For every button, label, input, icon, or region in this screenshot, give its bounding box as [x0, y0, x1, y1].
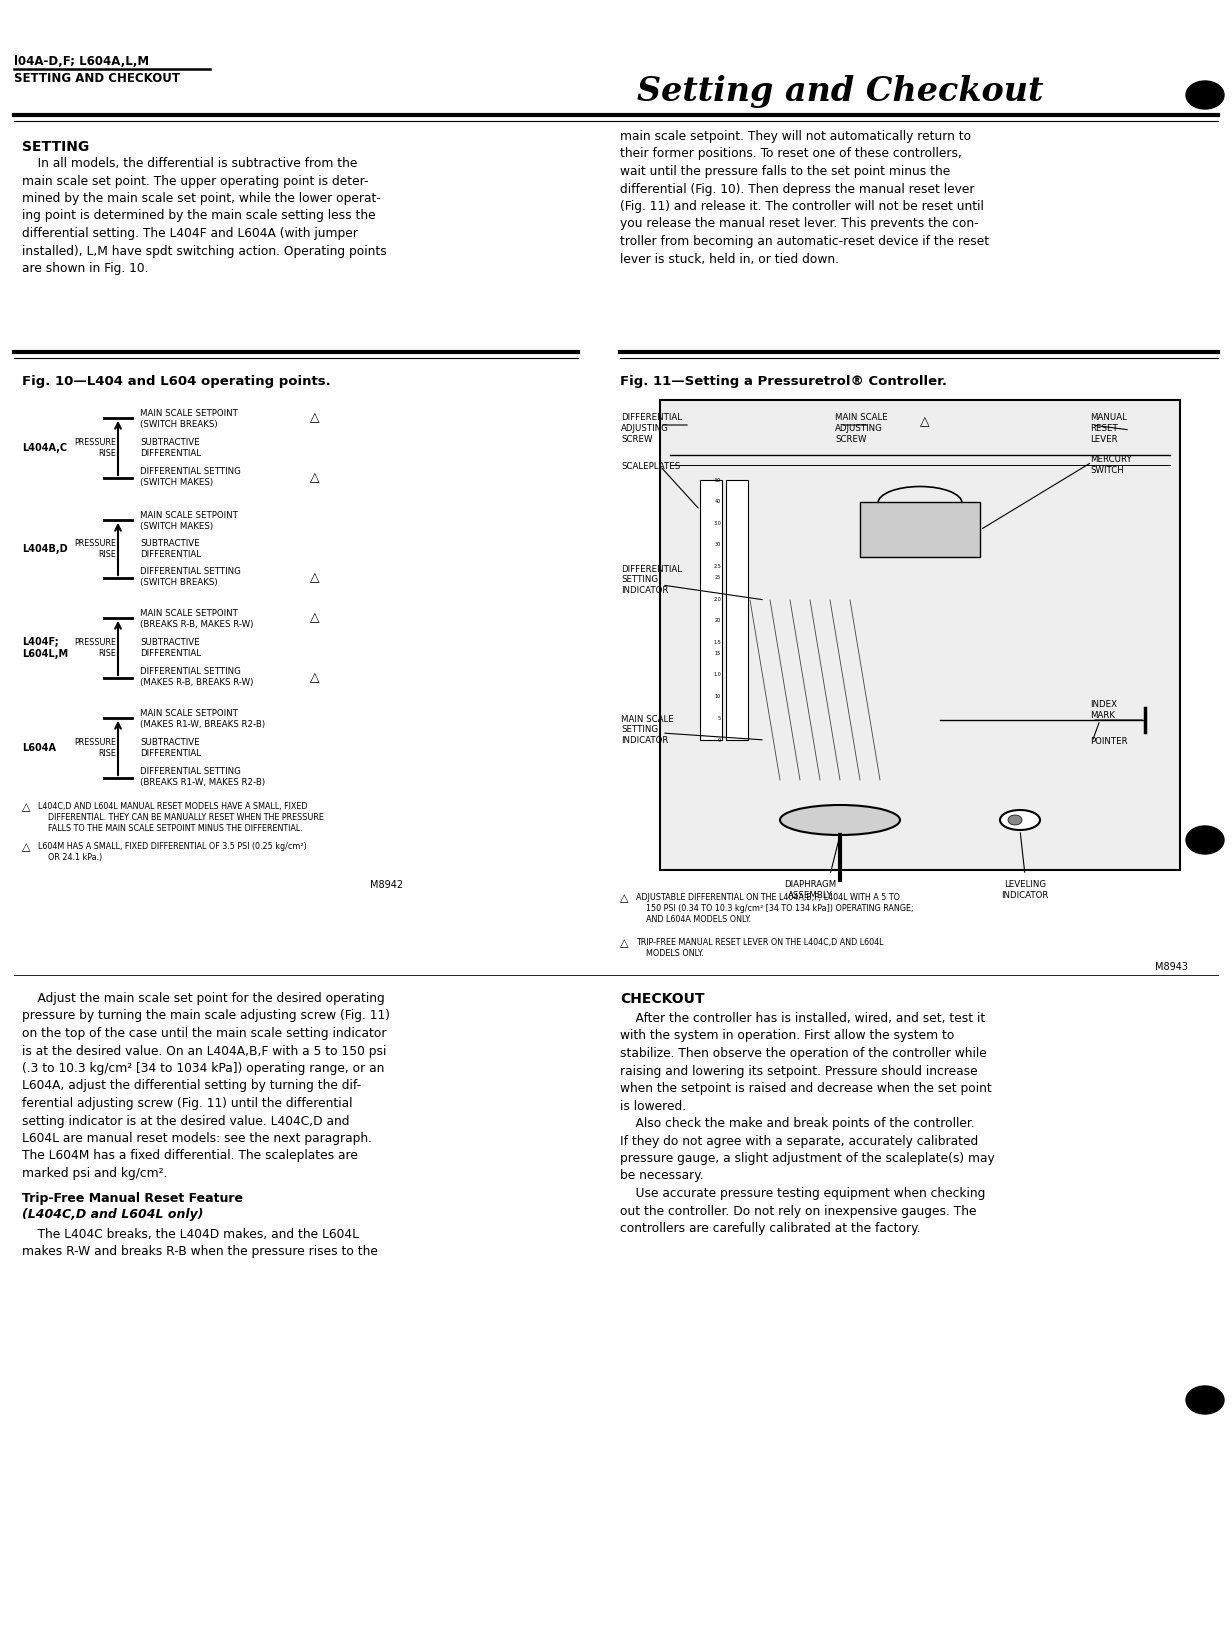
Bar — [700, 481, 722, 740]
Text: DIFFERENTIAL SETTING
(BREAKS R1-W, MAKES R2-B): DIFFERENTIAL SETTING (BREAKS R1-W, MAKES… — [140, 767, 265, 786]
Text: DIFFERENTIAL
ADJUSTING
SCREW: DIFFERENTIAL ADJUSTING SCREW — [621, 413, 683, 443]
Text: Adjust the main scale set point for the desired operating
pressure by turning th: Adjust the main scale set point for the … — [22, 991, 391, 1180]
Text: L404F;
L604L,M: L404F; L604L,M — [22, 638, 68, 659]
Text: M8943: M8943 — [1156, 961, 1188, 971]
Text: L404A,C: L404A,C — [22, 443, 67, 453]
Ellipse shape — [1000, 809, 1040, 829]
Text: △: △ — [310, 611, 319, 624]
Text: Setting and Checkout: Setting and Checkout — [637, 74, 1044, 107]
Bar — [660, 400, 1180, 871]
Text: ADJUSTABLE DIFFERENTIAL ON THE L404A,B,F; L404L WITH A 5 TO
    150 PSI (0.34 TO: ADJUSTABLE DIFFERENTIAL ON THE L404A,B,F… — [636, 894, 914, 923]
Text: 2.5: 2.5 — [713, 565, 721, 570]
Text: The L404C breaks, the L404D makes, and the L604L
makes R-W and breaks R-B when t: The L404C breaks, the L404D makes, and t… — [22, 1227, 378, 1259]
Text: 50: 50 — [715, 477, 721, 482]
Text: 30: 30 — [715, 542, 721, 547]
Text: 20: 20 — [715, 618, 721, 623]
Text: SUBTRACTIVE
DIFFERENTIAL: SUBTRACTIVE DIFFERENTIAL — [140, 438, 201, 458]
Ellipse shape — [1008, 814, 1023, 824]
Text: CHECKOUT: CHECKOUT — [620, 991, 705, 1006]
Text: SUBTRACTIVE
DIFFERENTIAL: SUBTRACTIVE DIFFERENTIAL — [140, 738, 201, 758]
Ellipse shape — [1186, 1386, 1225, 1414]
Text: DIAPHRAGM
ASSEMBLY: DIAPHRAGM ASSEMBLY — [784, 881, 837, 900]
Text: In all models, the differential is subtractive from the
main scale set point. Th: In all models, the differential is subtr… — [22, 157, 387, 274]
Text: △: △ — [22, 843, 31, 852]
Text: MANUAL
RESET
LEVER: MANUAL RESET LEVER — [1090, 413, 1127, 443]
Text: MAIN SCALE SETPOINT
(BREAKS R-B, MAKES R-W): MAIN SCALE SETPOINT (BREAKS R-B, MAKES R… — [140, 610, 254, 629]
Text: △: △ — [310, 471, 319, 484]
Text: △: △ — [310, 671, 319, 684]
Text: M8942: M8942 — [370, 881, 403, 890]
Bar — [726, 481, 748, 740]
Text: PRESSURE
RISE: PRESSURE RISE — [74, 438, 116, 458]
Text: (L404C,D and L604L only): (L404C,D and L604L only) — [22, 1208, 203, 1221]
Text: SUBTRACTIVE
DIFFERENTIAL: SUBTRACTIVE DIFFERENTIAL — [140, 539, 201, 558]
Text: L404B,D: L404B,D — [22, 544, 68, 553]
Ellipse shape — [780, 805, 901, 834]
Text: △: △ — [620, 938, 628, 948]
Text: SETTING: SETTING — [22, 140, 89, 154]
Text: MERCURY
SWITCH: MERCURY SWITCH — [1090, 454, 1132, 474]
Text: DIFFERENTIAL SETTING
(SWITCH BREAKS): DIFFERENTIAL SETTING (SWITCH BREAKS) — [140, 567, 241, 586]
Text: △: △ — [310, 572, 319, 585]
Text: Trip-Free Manual Reset Feature: Trip-Free Manual Reset Feature — [22, 1193, 243, 1204]
Text: PRESSURE
RISE: PRESSURE RISE — [74, 638, 116, 657]
Text: 2.0: 2.0 — [713, 596, 721, 601]
Text: PRESSURE
RISE: PRESSURE RISE — [74, 539, 116, 558]
Ellipse shape — [1186, 826, 1225, 854]
Text: MAIN SCALE SETPOINT
(SWITCH BREAKS): MAIN SCALE SETPOINT (SWITCH BREAKS) — [140, 410, 238, 430]
Text: After the controller has is installed, wired, and set, test it
with the system i: After the controller has is installed, w… — [620, 1013, 994, 1236]
Text: SUBTRACTIVE
DIFFERENTIAL: SUBTRACTIVE DIFFERENTIAL — [140, 638, 201, 657]
Text: DIFFERENTIAL SETTING
(MAKES R-B, BREAKS R-W): DIFFERENTIAL SETTING (MAKES R-B, BREAKS … — [140, 667, 254, 687]
Text: Fig. 10—L404 and L604 operating points.: Fig. 10—L404 and L604 operating points. — [22, 375, 330, 388]
Text: L604M HAS A SMALL, FIXED DIFFERENTIAL OF 3.5 PSI (0.25 kg/cm²)
    OR 24.1 kPa.): L604M HAS A SMALL, FIXED DIFFERENTIAL OF… — [38, 843, 307, 862]
Text: MAIN SCALE SETPOINT
(SWITCH MAKES): MAIN SCALE SETPOINT (SWITCH MAKES) — [140, 512, 238, 530]
Text: DIFFERENTIAL
SETTING
INDICATOR: DIFFERENTIAL SETTING INDICATOR — [621, 565, 683, 595]
Text: 1.5: 1.5 — [713, 639, 721, 644]
Text: MAIN SCALE
ADJUSTING
SCREW: MAIN SCALE ADJUSTING SCREW — [835, 413, 888, 443]
Text: PRESSURE
RISE: PRESSURE RISE — [74, 738, 116, 758]
Text: LEVELING
INDICATOR: LEVELING INDICATOR — [1002, 881, 1048, 900]
Text: SCALEPLATES: SCALEPLATES — [621, 463, 680, 471]
Text: 15: 15 — [715, 651, 721, 656]
Text: 10: 10 — [715, 694, 721, 699]
Text: 1.0: 1.0 — [713, 672, 721, 677]
Text: POINTER: POINTER — [1090, 737, 1127, 747]
Text: L604A: L604A — [22, 743, 55, 753]
Text: main scale setpoint. They will not automatically return to
their former position: main scale setpoint. They will not autom… — [620, 131, 989, 266]
Text: △: △ — [22, 801, 31, 813]
Ellipse shape — [1186, 81, 1225, 109]
Text: INDEX
MARK: INDEX MARK — [1090, 700, 1117, 720]
Text: L404C,D AND L604L MANUAL RESET MODELS HAVE A SMALL, FIXED
    DIFFERENTIAL. THEY: L404C,D AND L604L MANUAL RESET MODELS HA… — [38, 801, 324, 833]
Text: 5: 5 — [718, 715, 721, 720]
Text: SETTING AND CHECKOUT: SETTING AND CHECKOUT — [14, 73, 180, 84]
Bar — [860, 502, 979, 557]
Text: △: △ — [310, 411, 319, 425]
Text: 3.0: 3.0 — [713, 520, 721, 525]
Text: △: △ — [620, 894, 628, 904]
Text: l04A-D,F; L604A,L,M: l04A-D,F; L604A,L,M — [14, 55, 149, 68]
Text: MAIN SCALE SETPOINT
(MAKES R1-W, BREAKS R2-B): MAIN SCALE SETPOINT (MAKES R1-W, BREAKS … — [140, 709, 265, 729]
Text: Fig. 11—Setting a Pressuretrol® Controller.: Fig. 11—Setting a Pressuretrol® Controll… — [620, 375, 947, 388]
Text: TRIP-FREE MANUAL RESET LEVER ON THE L404C,D AND L604L
    MODELS ONLY.: TRIP-FREE MANUAL RESET LEVER ON THE L404… — [636, 938, 883, 958]
Text: MAIN SCALE
SETTING
INDICATOR: MAIN SCALE SETTING INDICATOR — [621, 715, 674, 745]
Text: △: △ — [920, 415, 930, 428]
Text: DIFFERENTIAL SETTING
(SWITCH MAKES): DIFFERENTIAL SETTING (SWITCH MAKES) — [140, 468, 241, 487]
Text: 40: 40 — [715, 499, 721, 504]
Text: 25: 25 — [715, 575, 721, 580]
Text: 0: 0 — [718, 737, 721, 742]
